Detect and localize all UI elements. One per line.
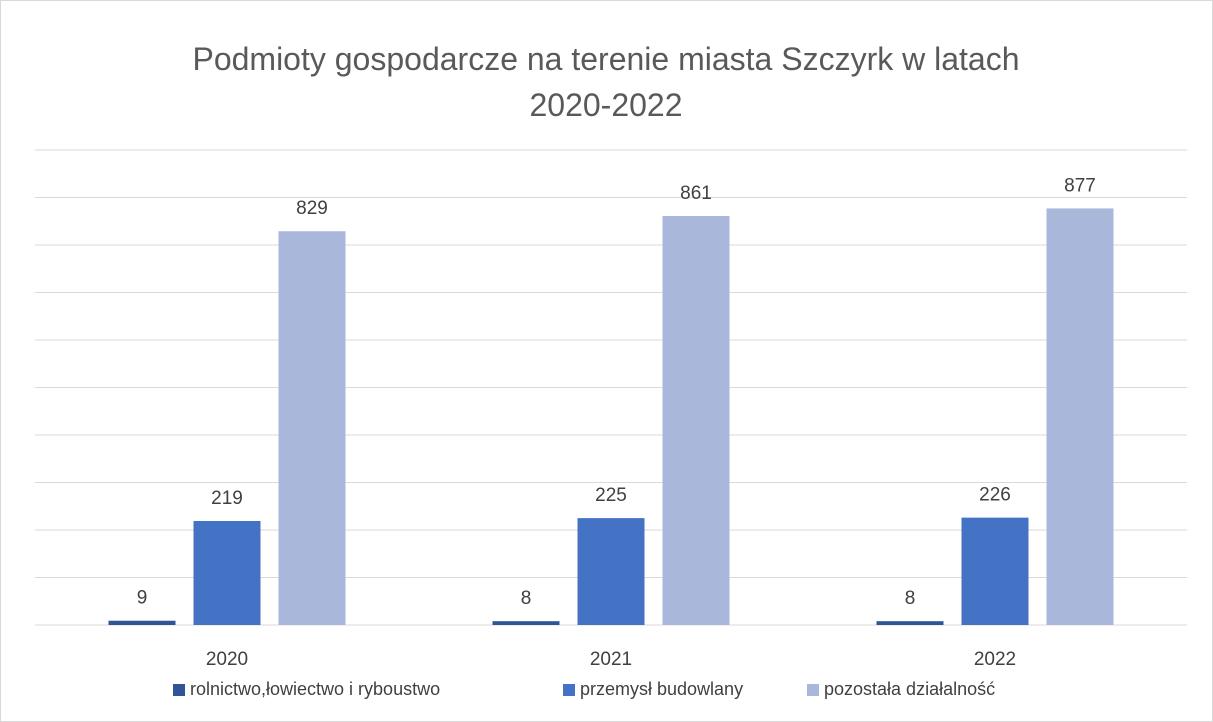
data-label: 8 <box>905 588 916 609</box>
bar <box>1046 208 1114 626</box>
data-label: 829 <box>296 198 328 219</box>
bar <box>961 517 1029 625</box>
legend-label: przemysł budowlany <box>580 679 743 699</box>
bar <box>492 621 560 625</box>
data-label: 225 <box>595 485 627 506</box>
bar <box>278 231 346 625</box>
data-label: 8 <box>521 588 532 609</box>
bar <box>108 620 176 625</box>
data-label: 226 <box>979 485 1011 506</box>
data-label: 861 <box>680 183 712 204</box>
legend: rolnictwo,łowiectwo i ryboustwo przemysł … <box>173 679 995 699</box>
legend-label: pozostała działalność <box>824 679 995 699</box>
legend-swatch <box>807 684 819 696</box>
data-label: 9 <box>137 588 148 609</box>
x-tick-label: 2020 <box>206 649 248 670</box>
bar <box>577 518 645 625</box>
data-label: 877 <box>1064 175 1096 196</box>
bar <box>193 520 261 625</box>
bar <box>662 216 730 625</box>
x-tick-label: 2022 <box>974 649 1016 670</box>
chart-title: Podmioty gospodarcze na terenie miasta S… <box>192 41 1020 123</box>
legend-label: rolnictwo,łowiectwo i ryboustwo <box>190 679 440 699</box>
legend-swatch <box>173 684 185 696</box>
bar <box>876 621 944 625</box>
legend-swatch <box>563 684 575 696</box>
data-label: 219 <box>211 488 243 509</box>
x-tick-label: 2021 <box>590 649 632 670</box>
